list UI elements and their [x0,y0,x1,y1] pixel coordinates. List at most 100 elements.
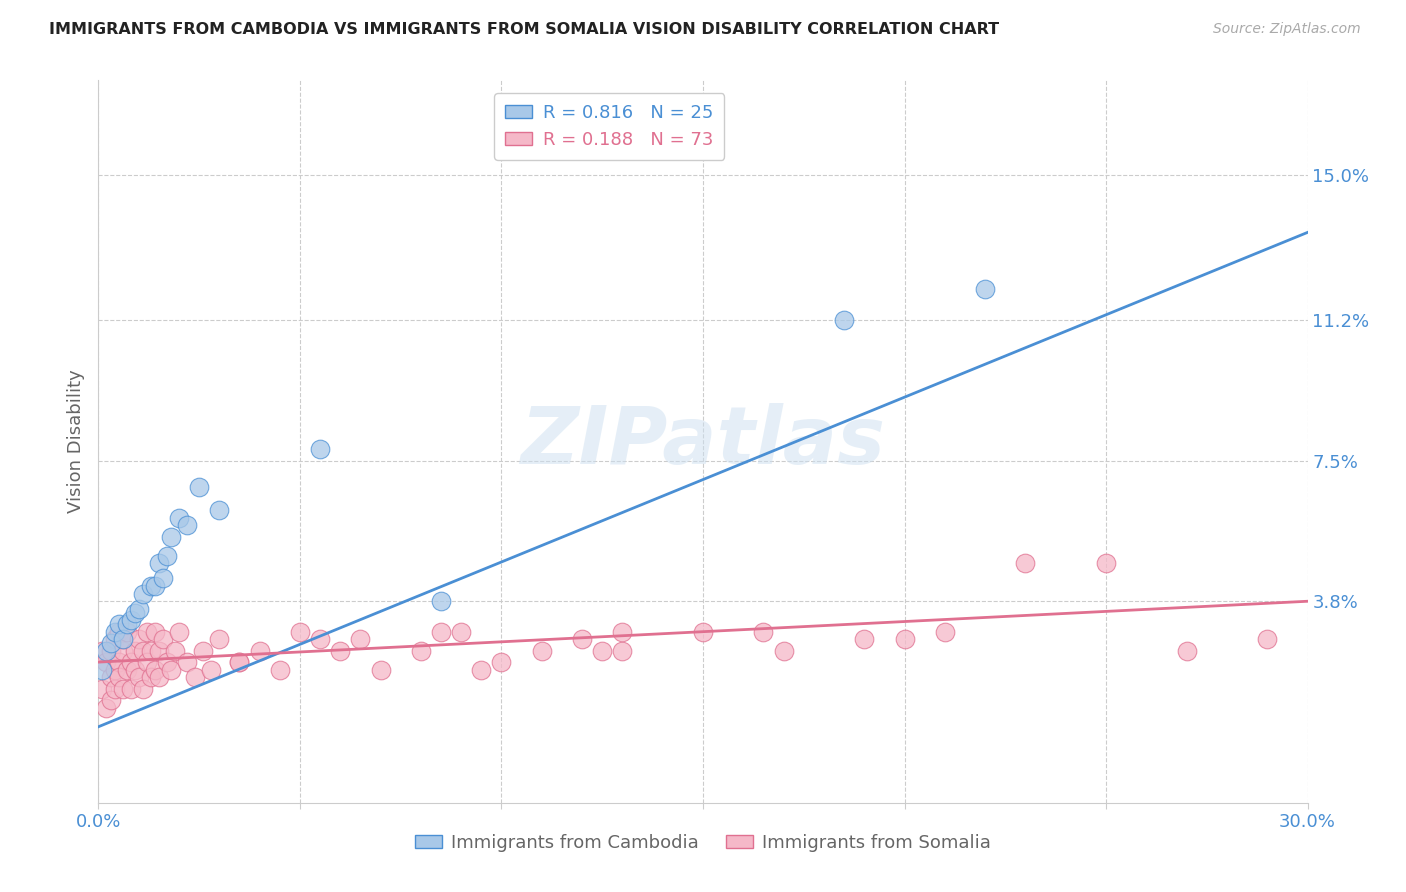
Legend: Immigrants from Cambodia, Immigrants from Somalia: Immigrants from Cambodia, Immigrants fro… [408,826,998,859]
Point [934,624,956,639]
Point [450,624,472,639]
Point [132,681,155,696]
Point [1175,643,1198,657]
Point [103,632,125,647]
Point [91,681,114,696]
Point [974,282,997,296]
Point [612,643,634,657]
Point [853,632,876,647]
Point [152,571,174,585]
Point [120,681,142,696]
Point [752,624,775,639]
Point [591,643,613,657]
Point [893,632,915,647]
Point [167,510,190,524]
Point [160,530,183,544]
Point [470,663,492,677]
Point [96,643,118,657]
Point [96,700,118,714]
Point [188,480,211,494]
Point [370,663,392,677]
Point [156,549,179,563]
Point [193,643,215,657]
Point [107,670,129,684]
Point [100,643,122,657]
Point [91,663,114,677]
Point [228,655,250,669]
Point [128,670,150,684]
Point [124,606,146,620]
Point [612,624,634,639]
Point [269,663,291,677]
Point [148,643,170,657]
Point [329,643,352,657]
Point [228,655,250,669]
Point [163,643,186,657]
Point [832,313,855,327]
Text: Source: ZipAtlas.com: Source: ZipAtlas.com [1213,22,1361,37]
Point [139,579,162,593]
Point [111,643,134,657]
Point [571,632,593,647]
Point [100,636,122,650]
Point [143,663,166,677]
Point [167,624,190,639]
Point [184,670,207,684]
Point [1256,632,1278,647]
Y-axis label: Vision Disability: Vision Disability [66,369,84,514]
Point [115,617,138,632]
Point [107,655,129,669]
Point [1014,556,1036,570]
Point [103,663,125,677]
Point [135,655,157,669]
Point [115,663,138,677]
Point [111,681,134,696]
Point [409,643,432,657]
Point [128,632,150,647]
Point [1095,556,1118,570]
Point [249,643,271,657]
Point [132,643,155,657]
Point [430,594,453,608]
Point [200,663,222,677]
Point [91,643,114,657]
Point [115,624,138,639]
Point [107,617,129,632]
Point [120,613,142,627]
Point [111,632,134,647]
Point [430,624,453,639]
Point [208,632,231,647]
Point [111,632,134,647]
Text: IMMIGRANTS FROM CAMBODIA VS IMMIGRANTS FROM SOMALIA VISION DISABILITY CORRELATIO: IMMIGRANTS FROM CAMBODIA VS IMMIGRANTS F… [49,22,1000,37]
Point [128,602,150,616]
Text: ZIPatlas: ZIPatlas [520,402,886,481]
Point [139,643,162,657]
Point [349,632,371,647]
Point [132,587,155,601]
Point [692,624,714,639]
Point [107,624,129,639]
Point [100,693,122,707]
Point [208,503,231,517]
Point [96,655,118,669]
Point [124,663,146,677]
Point [160,663,183,677]
Point [139,670,162,684]
Point [143,579,166,593]
Point [148,670,170,684]
Point [176,655,198,669]
Point [143,624,166,639]
Point [176,518,198,533]
Point [288,624,311,639]
Point [491,655,513,669]
Point [148,556,170,570]
Point [772,643,794,657]
Point [100,670,122,684]
Point [309,442,332,457]
Point [309,632,332,647]
Point [120,655,142,669]
Point [530,643,553,657]
Point [103,624,125,639]
Point [135,624,157,639]
Point [152,632,174,647]
